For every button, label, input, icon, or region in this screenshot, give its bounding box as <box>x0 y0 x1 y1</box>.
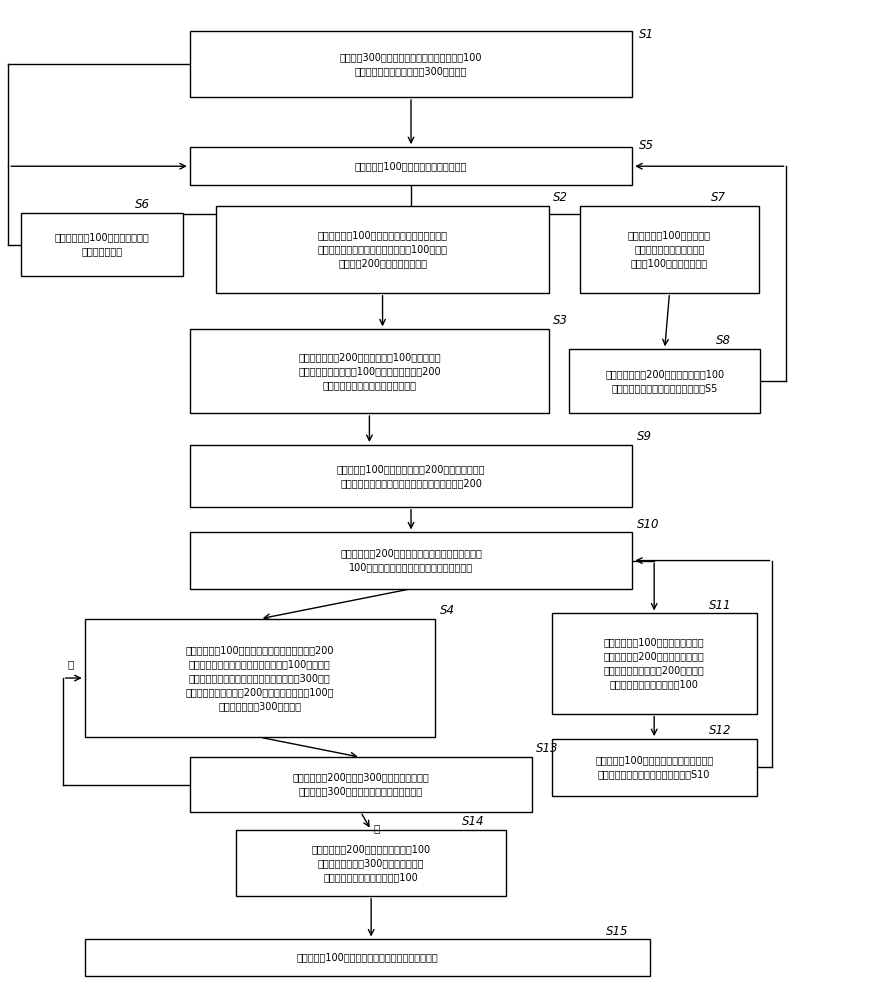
FancyBboxPatch shape <box>551 739 756 796</box>
Text: 当电源适配器100的输出电流值在预设时间间隔
内处于常规电流区间时，电源适配器100与充电
控制模块200进行快充询问通信: 当电源适配器100的输出电流值在预设时间间隔 内处于常规电流区间时，电源适配器1… <box>317 231 447 269</box>
Text: S7: S7 <box>710 191 725 204</box>
FancyBboxPatch shape <box>21 213 183 276</box>
Text: 电源适配器100与充电控制模块200进行快充电压询
问通信，并将输出电压信息反馈至充电控制模块200: 电源适配器100与充电控制模块200进行快充电压询 问通信，并将输出电压信息反馈… <box>336 464 485 488</box>
Text: 电源适配器100对输出电流进行检测判断: 电源适配器100对输出电流进行检测判断 <box>355 161 467 171</box>
Text: 充电控制模块200停止从电源适配器100
引入直流电对电池300进行充电，并反
馈快充关闭指令至电源适配器100: 充电控制模块200停止从电源适配器100 引入直流电对电池300进行充电，并反 … <box>311 844 430 882</box>
FancyBboxPatch shape <box>579 206 759 293</box>
Text: S2: S2 <box>553 191 568 204</box>
FancyBboxPatch shape <box>84 939 649 976</box>
Text: S13: S13 <box>536 742 558 755</box>
Text: 电源适配器100根据电压偏差反馈信号对其
输出电压进行调整，并返回执行步骤S10: 电源适配器100根据电压偏差反馈信号对其 输出电压进行调整，并返回执行步骤S10 <box>594 755 712 779</box>
FancyBboxPatch shape <box>551 613 756 714</box>
Text: S11: S11 <box>708 599 730 612</box>
Text: 在对电池300进行充电的过程中，电源适配器100
先按照常规充电模式对电池300进行充电: 在对电池300进行充电的过程中，电源适配器100 先按照常规充电模式对电池300… <box>340 52 482 76</box>
FancyBboxPatch shape <box>84 619 435 737</box>
FancyBboxPatch shape <box>569 349 759 413</box>
Text: S3: S3 <box>553 314 568 327</box>
FancyBboxPatch shape <box>190 147 631 185</box>
Text: 是: 是 <box>373 823 379 833</box>
Text: S4: S4 <box>439 604 454 617</box>
Text: 当电源适配器100的输出电流值小
于电流下限值时: 当电源适配器100的输出电流值小 于电流下限值时 <box>54 233 149 257</box>
Text: 在电源适配器100的输出电压符合充电控制模块200
所预设的快充电压条件时，电源适配器100按照快速
充电模式调整输出电流和输出电压以对电池300进行
充电，且: 在电源适配器100的输出电压符合充电控制模块200 所预设的快充电压条件时，电源… <box>185 645 334 711</box>
FancyBboxPatch shape <box>190 532 631 589</box>
Text: 当电源适配器100的输出电流
值大于电流上限值时，电源
适配器100关闭直流电输出: 当电源适配器100的输出电流 值大于电流上限值时，电源 适配器100关闭直流电输… <box>627 231 710 269</box>
Text: S14: S14 <box>462 815 485 828</box>
Text: S1: S1 <box>638 28 653 41</box>
Text: S8: S8 <box>716 334 730 347</box>
Text: 在充电控制模块200不向电源适配器100
发出快充指示命令时，返回执行步骤S5: 在充电控制模块200不向电源适配器100 发出快充指示命令时，返回执行步骤S5 <box>604 369 723 393</box>
Text: S10: S10 <box>636 518 658 531</box>
Text: S9: S9 <box>636 430 651 443</box>
FancyBboxPatch shape <box>190 31 631 97</box>
Text: 电源适配器100根据快充关闭指令退出快速充电模式: 电源适配器100根据快充关闭指令退出快速充电模式 <box>296 953 437 963</box>
Text: 充电控制模块200对电池300的电压进行检测，
并判断电池300的电压是否大于快充阈值电压: 充电控制模块200对电池300的电压进行检测， 并判断电池300的电压是否大于快… <box>291 773 428 797</box>
Text: S5: S5 <box>638 139 653 152</box>
Text: S6: S6 <box>134 198 149 211</box>
FancyBboxPatch shape <box>190 445 631 507</box>
FancyBboxPatch shape <box>190 757 531 812</box>
Text: 在充电控制模块200向电源适配器100发出快充指
示命令后，电源适配器100根据充电控制模块200
所反馈的电池电压信息调整输出电压: 在充电控制模块200向电源适配器100发出快充指 示命令后，电源适配器100根据… <box>298 352 440 390</box>
Text: 否: 否 <box>67 659 73 669</box>
Text: S15: S15 <box>605 925 628 938</box>
FancyBboxPatch shape <box>216 206 549 293</box>
FancyBboxPatch shape <box>190 329 549 413</box>
Text: 充电控制模块200根据输出电压信息判断电源适配器
100的输出电压是否符合预设的快充电压条件: 充电控制模块200根据输出电压信息判断电源适配器 100的输出电压是否符合预设的… <box>340 549 481 573</box>
Text: 在电源适配器100的输出电压不符合
充电控制模块200所预设的快充电压
条件时，充电控制模块200发送电压
偏差反馈信号至电源适配器100: 在电源适配器100的输出电压不符合 充电控制模块200所预设的快充电压 条件时，… <box>603 637 704 689</box>
FancyBboxPatch shape <box>236 830 506 896</box>
Text: S12: S12 <box>708 724 730 737</box>
